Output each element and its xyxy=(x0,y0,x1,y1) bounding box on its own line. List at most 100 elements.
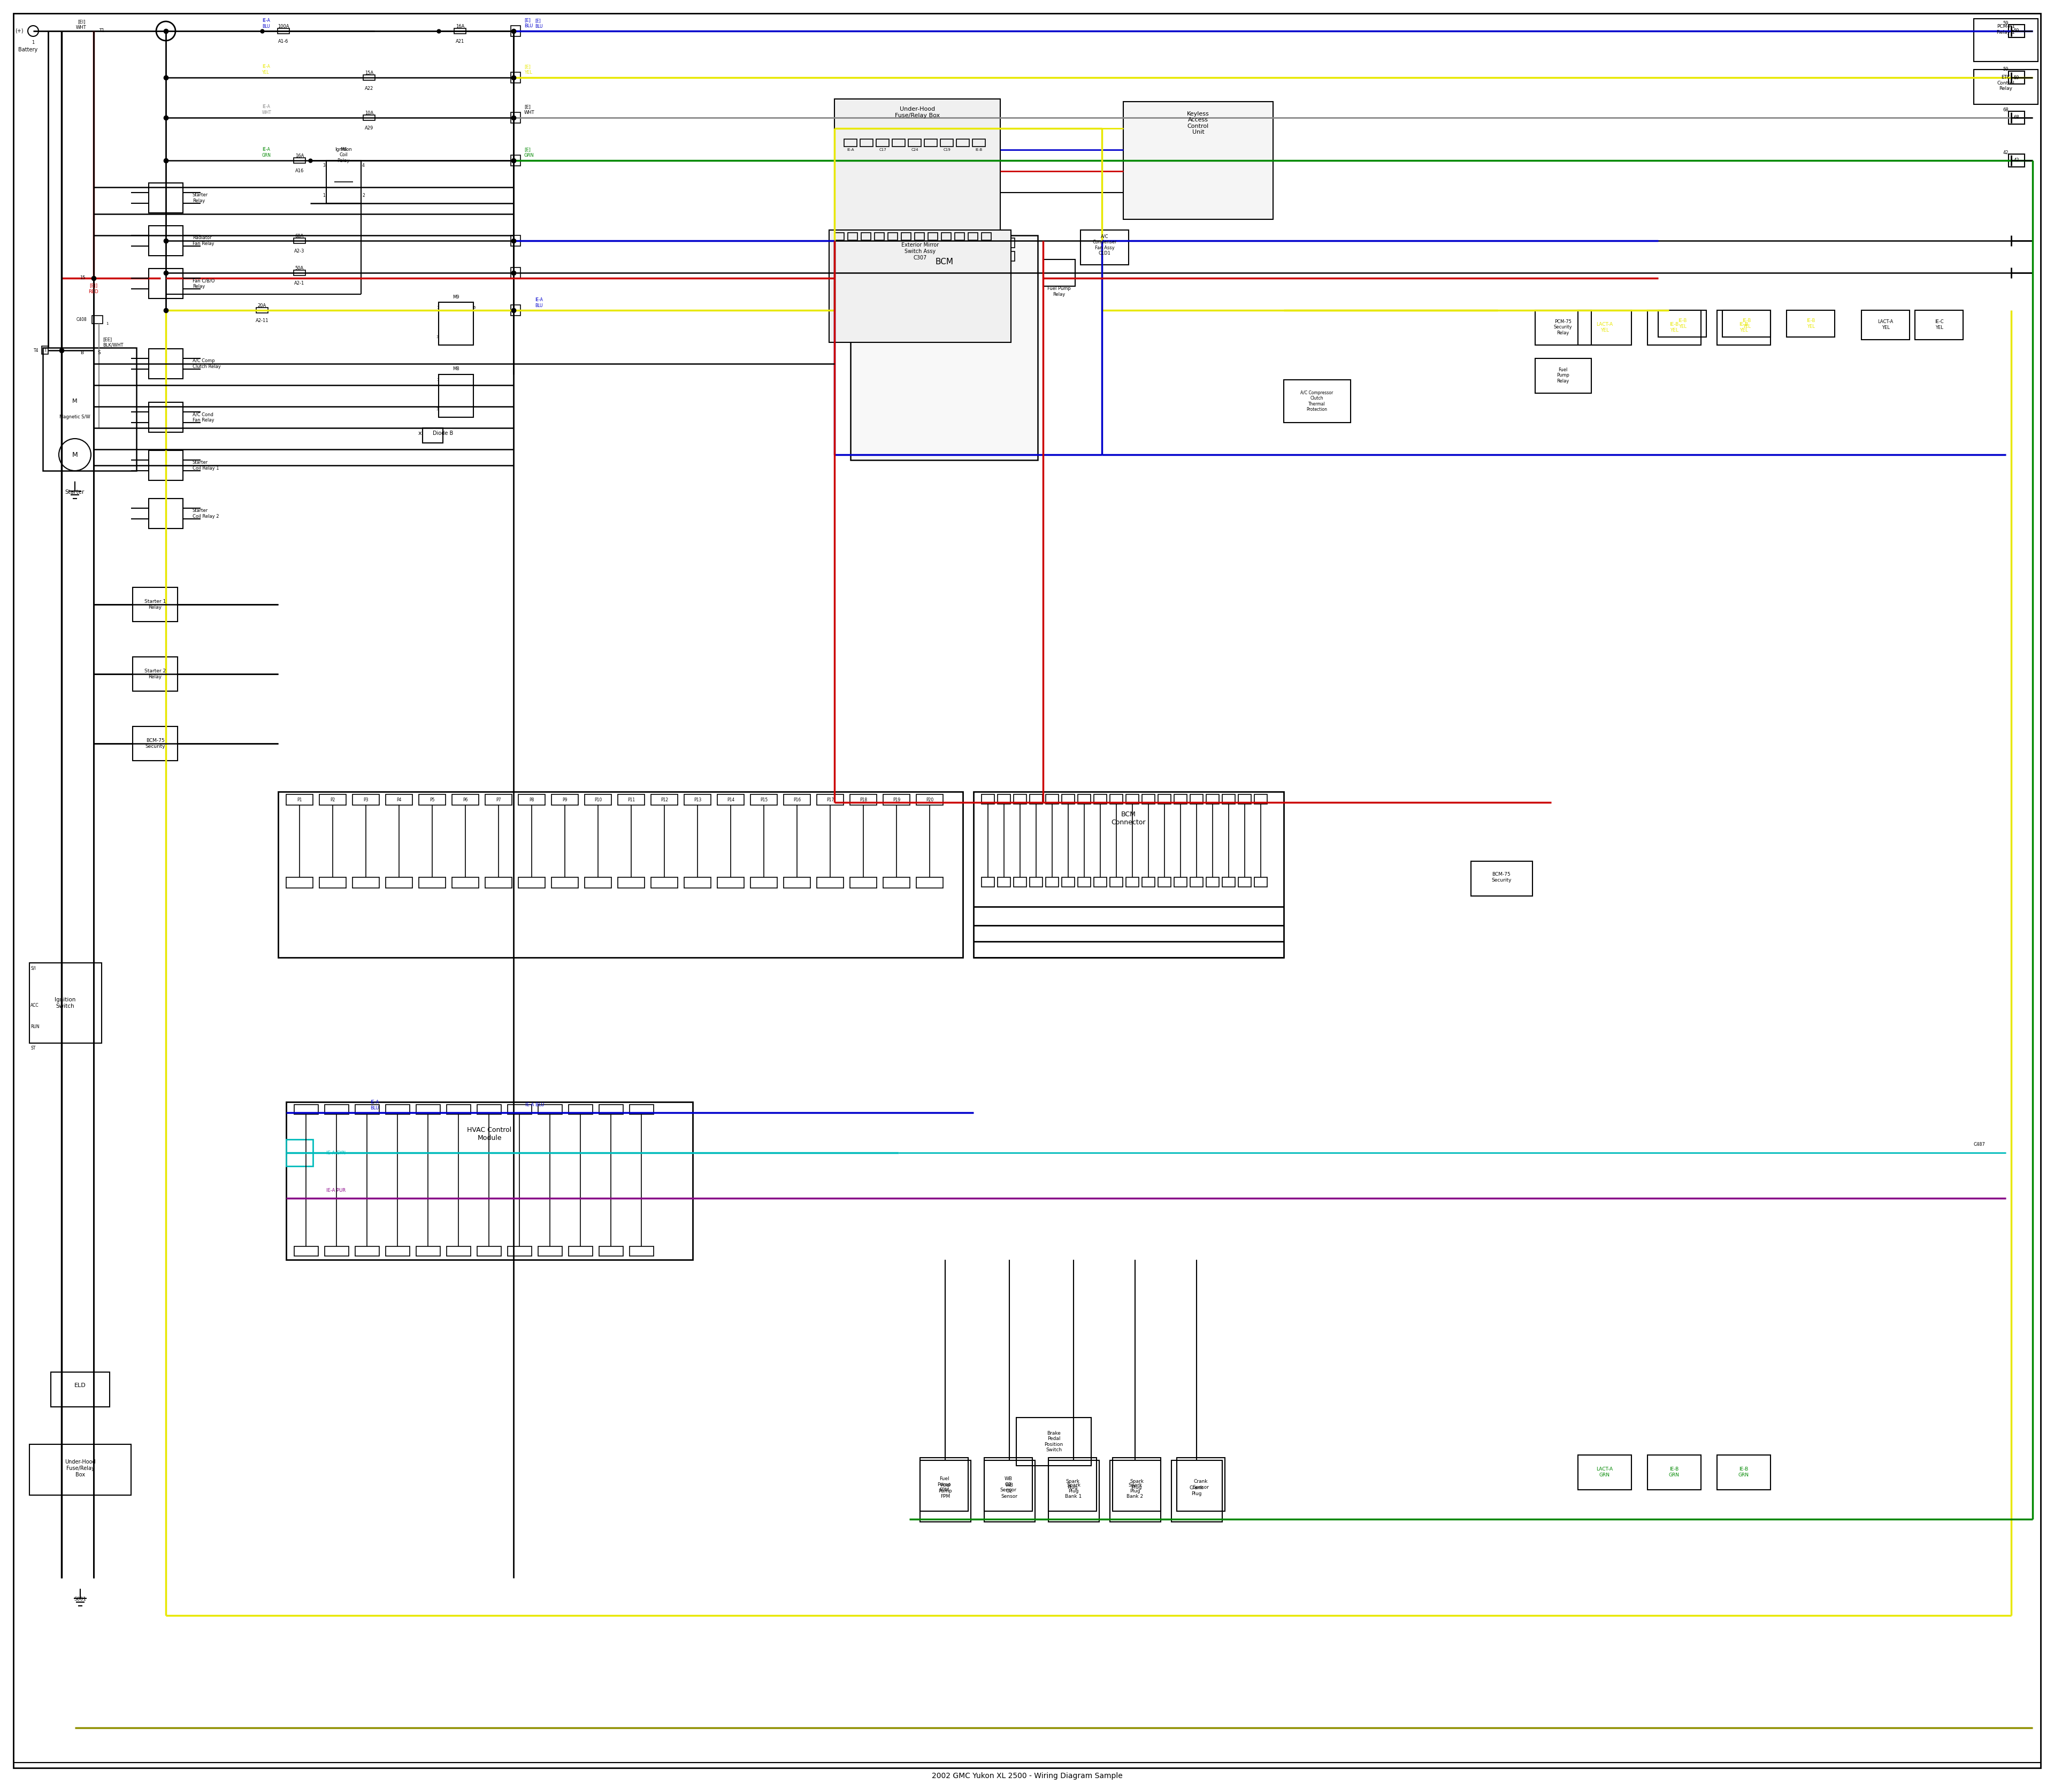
Bar xyxy=(750,794,776,805)
Bar xyxy=(998,878,1011,887)
Bar xyxy=(957,140,969,147)
Bar xyxy=(1126,878,1138,887)
Bar xyxy=(955,238,967,247)
Bar xyxy=(834,99,1000,249)
Text: [EJ]
RED: [EJ] RED xyxy=(88,283,99,294)
Text: Under-Hood
Fuse/Relay Box: Under-Hood Fuse/Relay Box xyxy=(896,106,941,118)
Bar xyxy=(1078,794,1091,805)
Text: P11: P11 xyxy=(626,797,635,803)
Text: A1-6: A1-6 xyxy=(277,39,290,45)
Text: (+): (+) xyxy=(14,29,23,34)
Bar xyxy=(507,1104,532,1115)
Bar xyxy=(511,267,520,278)
Bar xyxy=(1787,310,1834,337)
Bar xyxy=(518,878,544,889)
Bar xyxy=(294,158,306,163)
Bar xyxy=(1206,794,1218,805)
Text: 4: 4 xyxy=(362,163,366,168)
Text: Starter
Coil Relay 1: Starter Coil Relay 1 xyxy=(193,461,220,471)
Text: IE-A
BLU: IE-A BLU xyxy=(263,18,269,29)
Bar xyxy=(452,878,479,889)
Bar xyxy=(511,156,520,167)
Text: P20: P20 xyxy=(926,797,933,803)
Bar xyxy=(891,140,906,147)
Text: IE-A
BLU: IE-A BLU xyxy=(534,297,542,308)
Text: IE-C
YEL: IE-C YEL xyxy=(1935,319,1943,330)
Bar xyxy=(1013,794,1027,805)
Text: Starter 2
Relay: Starter 2 Relay xyxy=(144,668,166,679)
Text: P8: P8 xyxy=(530,797,534,803)
Text: P2: P2 xyxy=(331,797,335,803)
Bar xyxy=(277,29,290,34)
Bar xyxy=(850,878,877,889)
Bar xyxy=(423,428,444,443)
Text: P10: P10 xyxy=(594,797,602,803)
Bar xyxy=(1158,878,1171,887)
Bar xyxy=(998,794,1011,805)
Bar xyxy=(974,792,1284,957)
Bar xyxy=(1113,1457,1161,1511)
Bar xyxy=(569,1247,594,1256)
Bar xyxy=(1206,878,1218,887)
Bar xyxy=(850,794,877,805)
Bar xyxy=(1045,794,1058,805)
Text: 3: 3 xyxy=(322,163,325,168)
Bar xyxy=(511,305,520,315)
Text: x: x xyxy=(417,430,421,435)
Bar xyxy=(1126,794,1138,805)
Text: B         S: B S xyxy=(80,351,101,355)
Text: BCM-75
Security: BCM-75 Security xyxy=(146,738,164,749)
Text: Magnetic S/W: Magnetic S/W xyxy=(60,414,90,419)
Bar xyxy=(51,1373,109,1407)
Bar xyxy=(902,233,910,240)
Bar xyxy=(1189,878,1204,887)
Bar xyxy=(1062,878,1074,887)
Text: 59: 59 xyxy=(2013,75,2019,81)
Bar xyxy=(1048,1457,1097,1511)
Text: A/C
Condenser
Fan Assy
C1D1: A/C Condenser Fan Assy C1D1 xyxy=(1093,235,1117,256)
Bar xyxy=(286,1140,312,1167)
Text: P16: P16 xyxy=(793,797,801,803)
Bar xyxy=(419,878,446,889)
Text: 1: 1 xyxy=(31,41,35,45)
Bar xyxy=(538,1104,563,1115)
Bar xyxy=(684,794,711,805)
Bar xyxy=(1471,862,1532,896)
Text: 50A: 50A xyxy=(296,265,304,271)
Bar xyxy=(1647,1455,1701,1489)
Text: A2-11: A2-11 xyxy=(255,319,269,323)
Text: A16: A16 xyxy=(296,168,304,174)
Bar xyxy=(1189,794,1204,805)
Text: C24: C24 xyxy=(912,149,918,151)
Bar xyxy=(928,233,939,240)
Bar xyxy=(955,251,967,262)
Bar xyxy=(834,233,844,240)
Text: M4: M4 xyxy=(341,147,347,152)
Text: Starter: Starter xyxy=(66,489,84,495)
Bar xyxy=(43,348,136,471)
Bar xyxy=(286,1102,692,1260)
Text: 60A: 60A xyxy=(296,233,304,238)
Bar xyxy=(891,238,902,247)
Bar xyxy=(325,1104,349,1115)
Bar xyxy=(922,251,935,262)
Text: 6: 6 xyxy=(472,306,477,310)
Bar xyxy=(148,183,183,213)
Bar xyxy=(1109,794,1124,805)
Text: IE-B
GRN: IE-B GRN xyxy=(1668,1468,1680,1477)
Bar xyxy=(859,251,871,262)
Text: S/I: S/I xyxy=(31,966,35,971)
Bar xyxy=(1142,878,1154,887)
Text: A29: A29 xyxy=(366,125,374,131)
Text: IE-B
YEL: IE-B YEL xyxy=(1670,323,1678,333)
Text: IE-A
GRN: IE-A GRN xyxy=(263,147,271,158)
Bar xyxy=(294,271,306,276)
Bar xyxy=(883,794,910,805)
Bar xyxy=(972,140,986,147)
Text: BCM-75
Security: BCM-75 Security xyxy=(1491,873,1512,882)
Text: 15A: 15A xyxy=(366,70,374,75)
Bar xyxy=(651,878,678,889)
Bar xyxy=(485,878,511,889)
Text: 3: 3 xyxy=(435,335,440,339)
Text: 16A: 16A xyxy=(456,23,464,29)
